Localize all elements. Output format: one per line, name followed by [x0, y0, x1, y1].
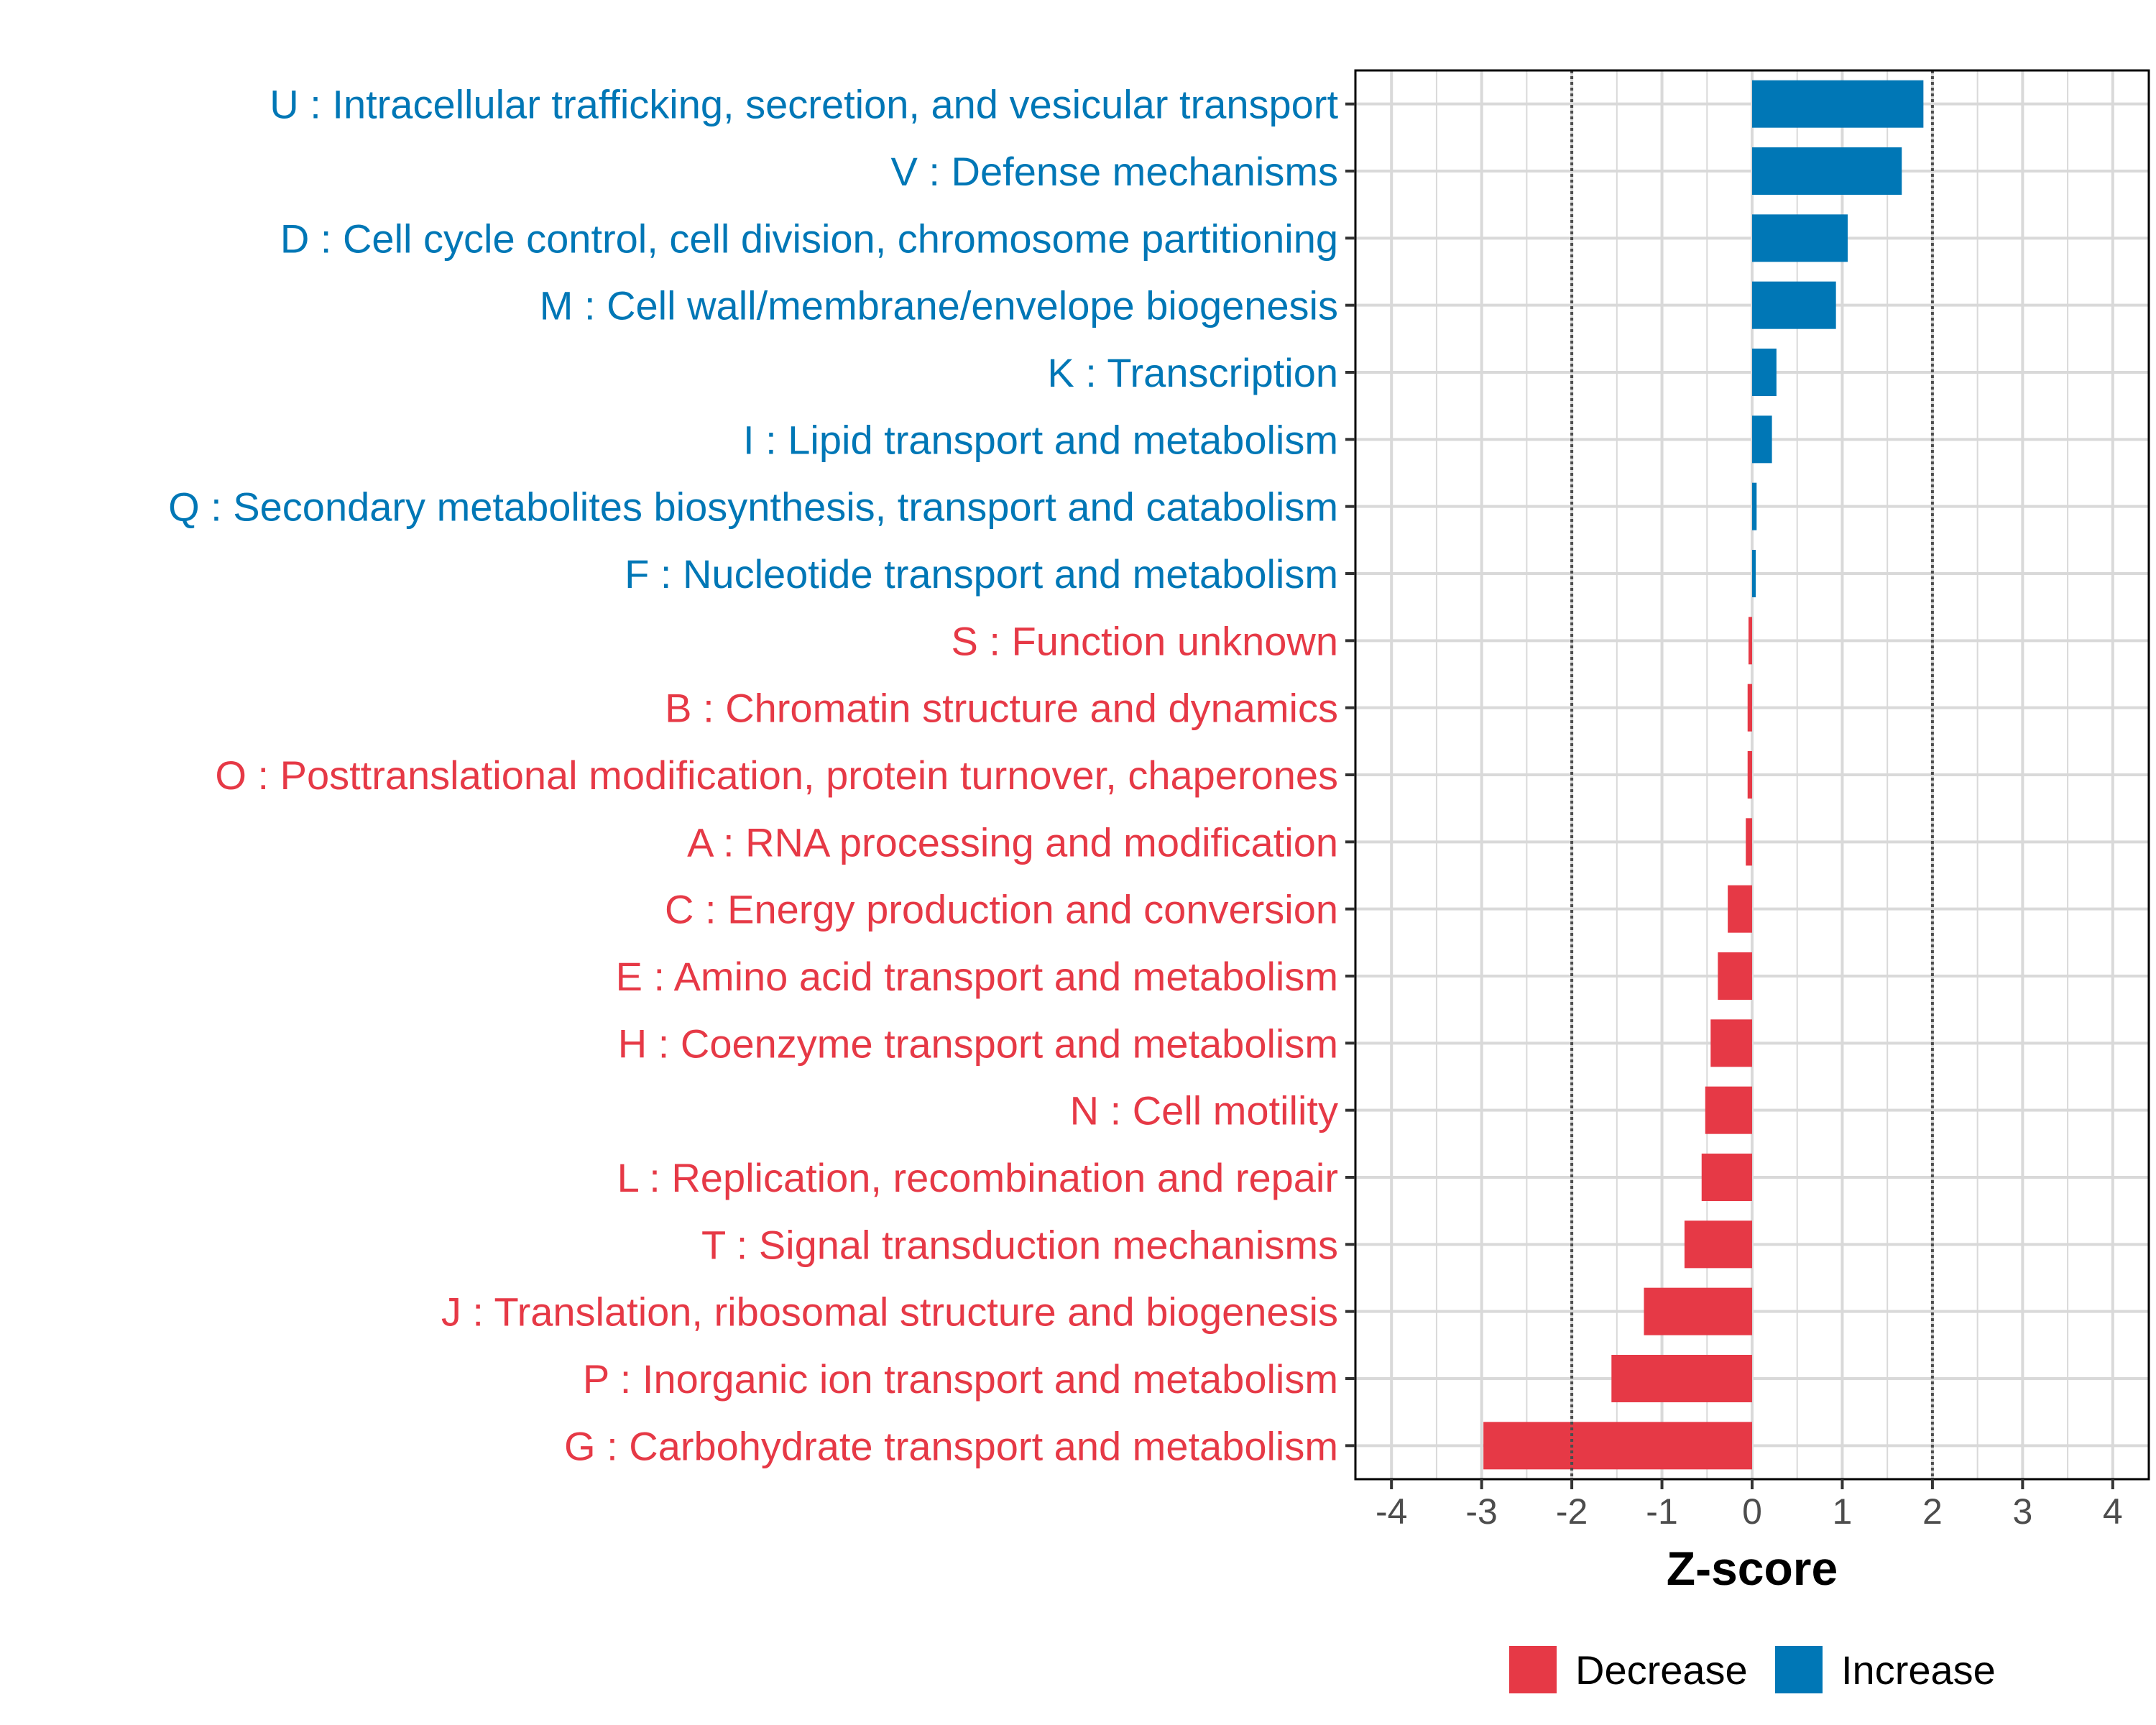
bar-v [1752, 147, 1902, 195]
x-axis-ticks: -4 -3 -2 -1 0 1 2 3 4 [1376, 1479, 2123, 1532]
category-label: C : Energy production and conversion [665, 887, 1338, 932]
bar-s [1748, 617, 1752, 665]
category-labels: U : Intracellular trafficking, secretion… [168, 82, 1338, 1469]
x-tick-label: -2 [1556, 1491, 1588, 1532]
category-label: U : Intracellular trafficking, secretion… [270, 82, 1338, 127]
bar-d [1752, 214, 1848, 262]
bar-f [1752, 550, 1756, 597]
category-label: F : Nucleotide transport and metabolism [625, 551, 1338, 597]
x-tick-label: -4 [1376, 1491, 1407, 1532]
x-axis-title: Z-score [1667, 1542, 1838, 1595]
y-axis-ticks [1345, 102, 1355, 1448]
x-tick-label: 0 [1742, 1491, 1762, 1532]
bar-g [1483, 1422, 1752, 1470]
category-label: I : Lipid transport and metabolism [743, 417, 1338, 462]
category-label: M : Cell wall/membrane/envelope biogenes… [540, 283, 1338, 328]
bar-k [1752, 349, 1777, 396]
category-label: O : Posttranslational modification, prot… [215, 753, 1338, 798]
category-label: E : Amino acid transport and metabolism [616, 954, 1338, 999]
category-label: S : Function unknown [951, 618, 1338, 663]
x-tick-label: 2 [1922, 1491, 1943, 1532]
legend: Decrease Increase [1509, 1646, 1996, 1693]
bar-j [1644, 1287, 1752, 1335]
bar-e [1718, 952, 1752, 1000]
category-label: A : RNA processing and modification [687, 819, 1338, 865]
x-tick-label: -3 [1465, 1491, 1497, 1532]
bar-l [1701, 1154, 1752, 1201]
bar-m [1752, 281, 1836, 329]
x-tick-label: -1 [1646, 1491, 1677, 1532]
bar-a [1746, 818, 1752, 866]
x-tick-label: 4 [2103, 1491, 2123, 1532]
bar-h [1710, 1019, 1752, 1067]
category-label: G : Carbohydrate transport and metabolis… [564, 1423, 1338, 1468]
bar-p [1611, 1355, 1752, 1402]
bar-q [1752, 482, 1757, 530]
bar-i [1752, 415, 1772, 464]
legend-swatch-increase [1775, 1646, 1823, 1693]
category-label: B : Chromatin structure and dynamics [665, 686, 1338, 731]
category-label: P : Inorganic ion transport and metaboli… [583, 1356, 1338, 1402]
x-tick-label: 3 [2012, 1491, 2032, 1532]
bar-u [1752, 80, 1924, 128]
category-label: H : Coenzyme transport and metabolism [618, 1021, 1338, 1066]
bar-c [1728, 885, 1752, 933]
category-label: J : Translation, ribosomal structure and… [441, 1289, 1338, 1335]
bars [1483, 80, 1924, 1470]
bar-b [1747, 684, 1752, 732]
category-label: V : Defense mechanisms [891, 149, 1338, 194]
bar-n [1705, 1086, 1752, 1134]
category-label: K : Transcription [1047, 350, 1338, 395]
category-label: D : Cell cycle control, cell division, c… [280, 216, 1338, 261]
bar-o [1747, 751, 1752, 799]
bar-t [1684, 1220, 1752, 1269]
reference-lines [1570, 70, 1934, 1479]
category-label: L : Replication, recombination and repai… [617, 1155, 1338, 1200]
category-label: Q : Secondary metabolites biosynthesis, … [168, 484, 1338, 530]
legend-label-decrease: Decrease [1575, 1647, 1748, 1693]
category-label: N : Cell motility [1070, 1088, 1338, 1133]
category-label: T : Signal transduction mechanisms [701, 1222, 1338, 1267]
legend-label-increase: Increase [1841, 1647, 1996, 1693]
legend-swatch-decrease [1509, 1646, 1557, 1693]
x-tick-label: 1 [1833, 1491, 1853, 1532]
